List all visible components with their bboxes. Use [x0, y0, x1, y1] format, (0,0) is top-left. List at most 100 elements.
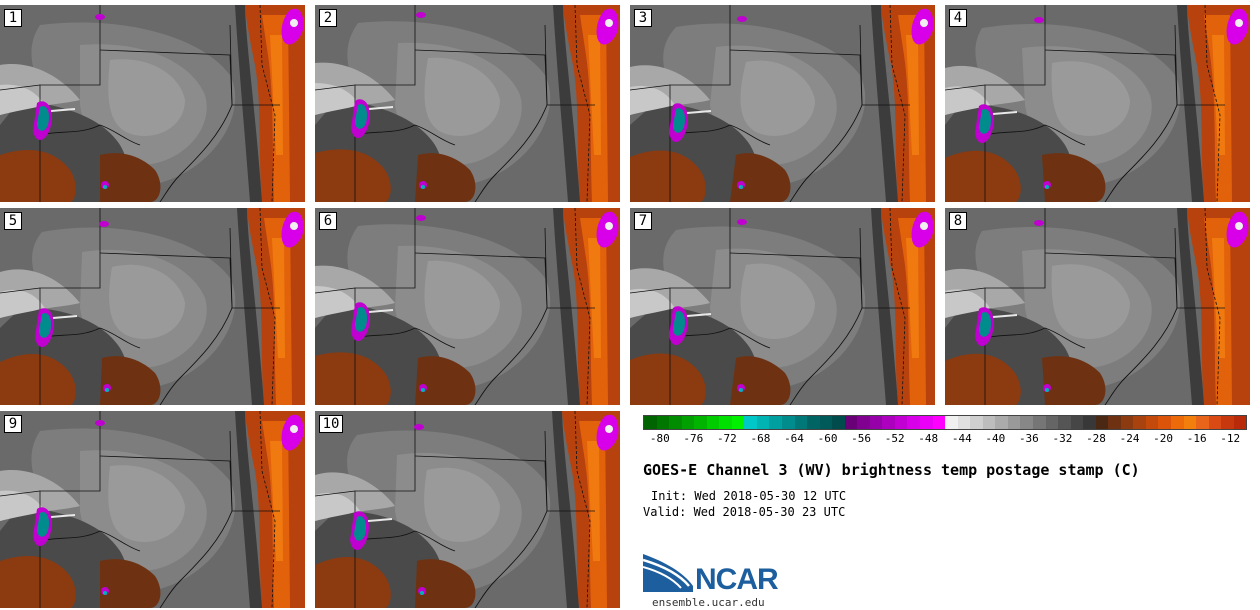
colorbar	[643, 415, 1247, 430]
colorbar-swatch	[869, 416, 883, 429]
colorbar-swatch	[669, 416, 682, 429]
figure-title: GOES-E Channel 3 (WV) brightness temp po…	[643, 461, 1140, 479]
colorbar-swatch	[1095, 416, 1109, 429]
postage-stamp-panel: 9	[0, 411, 305, 608]
colorbar-swatch	[1133, 416, 1146, 429]
colorbar-swatch	[932, 416, 946, 429]
ncar-logo-text: NCAR	[695, 563, 779, 596]
water-vapor-image	[315, 208, 620, 405]
colorbar-swatch	[794, 416, 808, 429]
panel-number-label: 5	[4, 212, 22, 230]
colorbar-tick-label: -24	[1119, 432, 1140, 445]
water-vapor-image	[945, 5, 1250, 202]
panel-number-label: 1	[4, 9, 22, 27]
water-vapor-image	[630, 208, 935, 405]
colorbar-swatch	[1007, 416, 1021, 429]
colorbar-swatch	[756, 416, 770, 429]
postage-stamp-panel: 2	[315, 5, 620, 202]
water-vapor-image	[315, 5, 620, 202]
colorbar-swatch	[957, 416, 971, 429]
colorbar-swatch	[1183, 416, 1197, 429]
colorbar-swatch	[819, 416, 833, 429]
colorbar-swatch	[719, 416, 732, 429]
colorbar-swatch	[832, 416, 845, 429]
panel-number-label: 3	[634, 9, 652, 27]
colorbar-swatch	[907, 416, 921, 429]
postage-stamp-panel: 3	[630, 5, 935, 202]
colorbar-swatch	[1020, 416, 1033, 429]
colorbar-swatch	[1221, 416, 1234, 429]
colorbar-tick-label: -76	[683, 432, 704, 445]
colorbar-swatch	[656, 416, 670, 429]
water-vapor-image	[945, 208, 1250, 405]
colorbar-swatch	[995, 416, 1008, 429]
colorbar-swatch	[1058, 416, 1071, 429]
colorbar-swatch	[1170, 416, 1184, 429]
colorbar-swatch	[807, 416, 820, 429]
panel-number-label: 4	[949, 9, 967, 27]
colorbar-swatch	[782, 416, 795, 429]
colorbar-swatch	[694, 416, 707, 429]
panel-number-label: 7	[634, 212, 652, 230]
postage-stamp-panel: 7	[630, 208, 935, 405]
colorbar-tick-label: -56	[851, 432, 872, 445]
water-vapor-image	[630, 5, 935, 202]
colorbar-swatch	[920, 416, 933, 429]
colorbar-swatch	[769, 416, 783, 429]
colorbar-tick-label: -20	[1153, 432, 1174, 445]
colorbar-swatch	[706, 416, 720, 429]
ncar-url: ensemble.ucar.edu	[652, 596, 765, 609]
colorbar-swatch	[1070, 416, 1084, 429]
colorbar-swatch	[731, 416, 745, 429]
postage-stamp-panel: 1	[0, 5, 305, 202]
colorbar-swatch	[1208, 416, 1222, 429]
colorbar-tick-label: -16	[1186, 432, 1207, 445]
colorbar-tick-label: -36	[1018, 432, 1039, 445]
ncar-logo-icon	[643, 554, 693, 592]
postage-stamp-panel: 6	[315, 208, 620, 405]
colorbar-swatch	[945, 416, 958, 429]
colorbar-swatch	[1196, 416, 1209, 429]
colorbar-swatch	[1120, 416, 1134, 429]
water-vapor-image	[0, 208, 305, 405]
panel-number-label: 9	[4, 415, 22, 433]
water-vapor-image	[315, 411, 620, 608]
colorbar-swatch	[894, 416, 908, 429]
colorbar-tick-label: -44	[951, 432, 972, 445]
water-vapor-image	[0, 411, 305, 608]
colorbar-tick-label: -48	[918, 432, 939, 445]
colorbar-swatch	[1145, 416, 1159, 429]
colorbar-swatch	[882, 416, 895, 429]
colorbar-tick-label: -64	[784, 432, 804, 445]
postage-stamp-panel: 10	[315, 411, 620, 608]
colorbar-swatch	[1108, 416, 1121, 429]
colorbar-swatch	[844, 416, 858, 429]
valid-time: Valid: Wed 2018-05-30 23 UTC	[643, 505, 846, 519]
postage-stamp-panel: 5	[0, 208, 305, 405]
colorbar-tick-label: -72	[716, 432, 737, 445]
colorbar-swatch	[1233, 416, 1247, 429]
colorbar-swatch	[857, 416, 870, 429]
colorbar-swatch	[970, 416, 983, 429]
water-vapor-image	[0, 5, 305, 202]
colorbar-tick-label: -52	[884, 432, 905, 445]
colorbar-tick-labels: -80 -76 -72 -68 -64 -60 -56 -52 -48 -44 -40 -36 -32-…	[643, 432, 1247, 452]
init-time: Init: Wed 2018-05-30 12 UTC	[651, 489, 847, 503]
colorbar-tick-label: -12	[1220, 432, 1241, 445]
colorbar-swatch	[1032, 416, 1046, 429]
colorbar-swatch	[681, 416, 695, 429]
postage-stamp-panel: 8	[945, 208, 1250, 405]
colorbar-swatch	[1158, 416, 1171, 429]
colorbar-swatch	[1083, 416, 1096, 429]
colorbar-tick-label: -68	[750, 432, 771, 445]
colorbar-swatch	[982, 416, 996, 429]
panel-number-label: 2	[319, 9, 337, 27]
colorbar-swatch	[744, 416, 757, 429]
panel-number-label: 10	[319, 415, 343, 433]
panel-number-label: 6	[319, 212, 337, 230]
colorbar-tick-label: -32	[1052, 432, 1073, 445]
colorbar-swatch	[644, 416, 657, 429]
colorbar-tick-label: -28	[1086, 432, 1106, 445]
colorbar-swatch	[1045, 416, 1059, 429]
colorbar-tick-label: -40	[985, 432, 1006, 445]
